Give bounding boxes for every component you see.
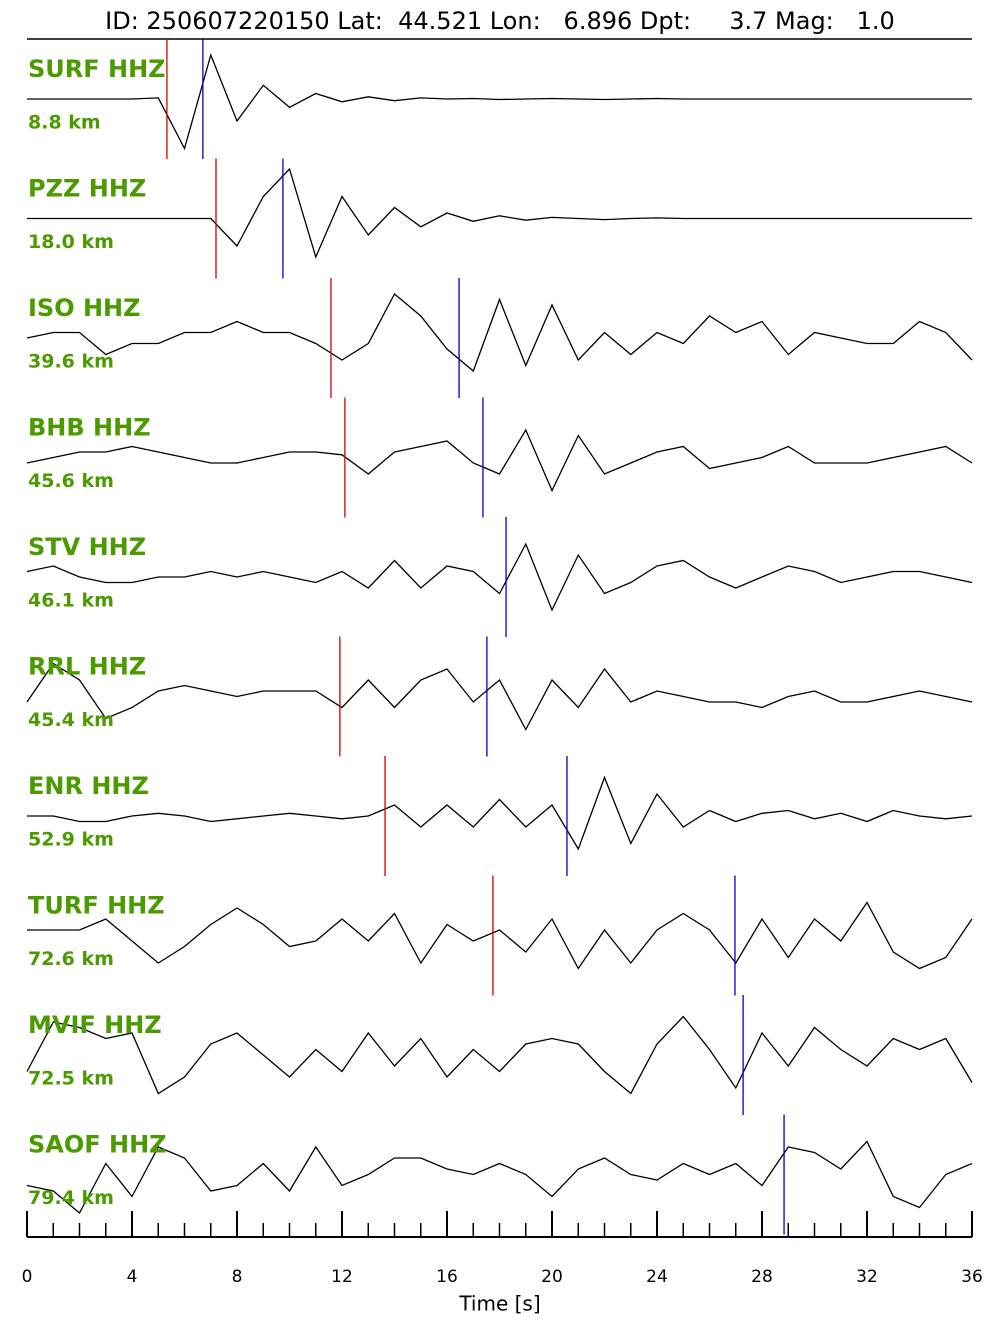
station-label: ISO HHZ	[28, 294, 141, 322]
station-label: MVIF HHZ	[28, 1011, 162, 1039]
waveform	[27, 901, 973, 970]
station-label: ENR HHZ	[28, 772, 149, 800]
distance-label: 72.5 km	[28, 1068, 114, 1090]
x-tick-label: 24	[646, 1267, 668, 1287]
distance-label: 72.6 km	[28, 948, 114, 970]
distance-label: 45.6 km	[28, 470, 114, 492]
distance-label: 79.4 km	[28, 1187, 114, 1209]
waveform	[26, 1140, 973, 1215]
waveform	[27, 775, 973, 851]
distance-label: 46.1 km	[28, 590, 114, 612]
station-label: SAOF HHZ	[28, 1131, 167, 1159]
x-tick-label: 36	[961, 1267, 983, 1287]
waveform	[27, 52, 972, 151]
distance-label: 18.0 km	[28, 231, 114, 253]
distance-label: 39.6 km	[28, 351, 114, 373]
distance-label: 8.8 km	[28, 112, 101, 134]
chart-title: ID: 250607220150 Lat: 44.521 Lon: 6.896 …	[105, 7, 895, 35]
distance-label: 45.4 km	[28, 709, 114, 731]
x-axis-label: Time [s]	[458, 1292, 540, 1316]
x-tick-label: 20	[541, 1267, 563, 1287]
waveform	[26, 662, 973, 731]
x-tick-label: 28	[751, 1267, 773, 1287]
x-tick-label: 8	[232, 1267, 243, 1287]
x-tick-label: 32	[856, 1267, 878, 1287]
station-label: BHB HHZ	[28, 414, 151, 442]
distance-label: 52.9 km	[28, 829, 114, 851]
x-tick-label: 4	[127, 1267, 138, 1287]
station-label: TURF HHZ	[28, 892, 165, 920]
station-label: SURF HHZ	[28, 55, 166, 83]
station-label: STV HHZ	[28, 533, 146, 561]
x-tick-label: 12	[331, 1267, 353, 1287]
waveform	[26, 1015, 973, 1095]
station-label: RRL HHZ	[28, 653, 146, 681]
waveform	[26, 542, 973, 612]
waveform	[26, 428, 973, 493]
waveform	[26, 292, 973, 373]
x-tick-label: 16	[436, 1267, 458, 1287]
station-label: PZZ HHZ	[28, 175, 146, 203]
x-tick-label: 0	[22, 1267, 33, 1287]
waveform	[27, 167, 972, 259]
